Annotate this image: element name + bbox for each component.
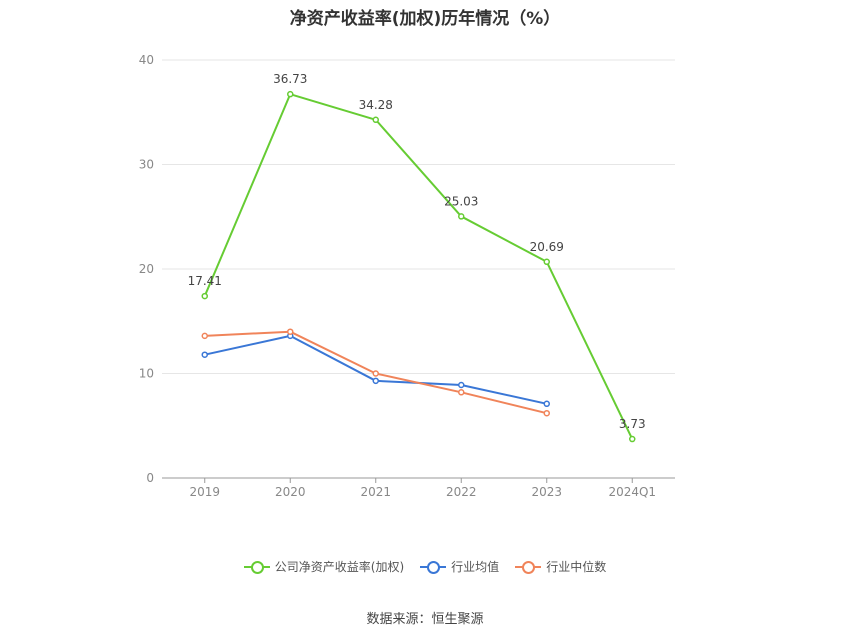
- x-tick-label: 2021: [360, 485, 391, 499]
- x-tick-label: 2024Q1: [608, 485, 656, 499]
- data-point: [201, 351, 208, 358]
- data-point: [287, 90, 294, 98]
- data-point: [543, 258, 550, 266]
- series-line-1: [204, 334, 547, 405]
- legend-item-1[interactable]: 行业均值: [420, 558, 499, 575]
- x-tick-label: 2020: [275, 485, 306, 499]
- data-label: 25.03: [444, 194, 478, 208]
- y-tick-label: 0: [146, 471, 154, 485]
- data-label: 34.28: [359, 98, 393, 112]
- y-tick-labels: 0 10 20 30 40: [139, 53, 154, 485]
- data-point: [629, 435, 636, 443]
- data-point: [458, 213, 465, 220]
- legend-item-0[interactable]: 公司净资产收益率(加权): [243, 558, 405, 575]
- data-point: [543, 400, 550, 408]
- series-line-0: [203, 93, 634, 440]
- data-label: 20.69: [530, 240, 564, 254]
- data-point: [458, 381, 465, 389]
- legend-swatch: [243, 560, 270, 574]
- data-point: [201, 332, 208, 340]
- legend-label: 行业均值: [451, 560, 500, 574]
- legend: 公司净资产收益率(加权) 行业均值 行业中位数: [0, 558, 850, 575]
- legend-item-2[interactable]: 行业中位数: [515, 558, 606, 575]
- legend-label: 公司净资产收益率(加权): [274, 560, 405, 574]
- y-tick-label: 20: [139, 262, 154, 276]
- y-tick-label: 40: [139, 53, 154, 67]
- y-tick-label: 30: [139, 158, 154, 172]
- x-tick-label: 2022: [446, 485, 477, 499]
- data-point: [372, 370, 379, 377]
- y-tick-label: 10: [139, 367, 154, 381]
- chart-title: 净资产收益率(加权)历年情况（%）: [289, 9, 561, 29]
- legend-label: 行业中位数: [546, 560, 607, 574]
- series-group: [201, 90, 636, 443]
- x-tick-label: 2023: [531, 485, 562, 499]
- x-tick-label: 2019: [189, 485, 220, 499]
- legend-swatch: [420, 560, 447, 574]
- data-label: 36.73: [273, 72, 307, 86]
- data-label: 3.73: [619, 417, 646, 431]
- data-point: [458, 389, 465, 396]
- data-point: [543, 409, 550, 417]
- data-label: 17.41: [188, 274, 222, 288]
- data-labels: 17.41 36.73 34.28 25.03 20.69 3.73: [188, 72, 646, 431]
- grid-lines: [162, 59, 675, 374]
- legend-swatch: [515, 560, 542, 574]
- data-point: [372, 116, 379, 124]
- data-point: [372, 377, 379, 385]
- data-source: 数据来源：恒生聚源: [366, 612, 484, 627]
- x-axis: 2019 2020 2021 2022 2023 2024Q1: [162, 477, 675, 499]
- data-point: [287, 328, 294, 335]
- data-point: [201, 292, 208, 300]
